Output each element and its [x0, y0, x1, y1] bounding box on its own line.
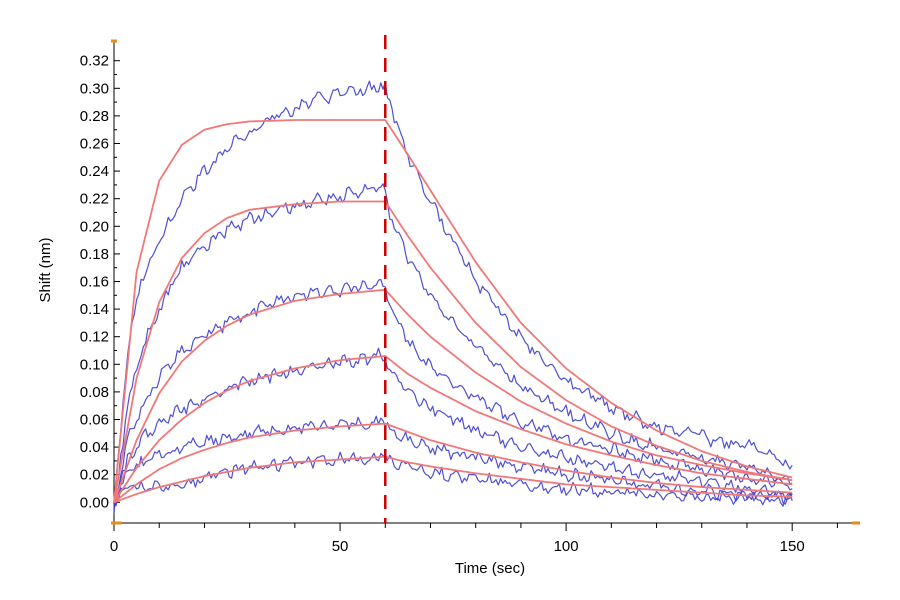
y-tick-label: 0.28	[80, 108, 109, 125]
x-tick-label: 100	[554, 538, 579, 555]
y-tick-label: 0.24	[80, 163, 109, 180]
x-tick-label: 50	[332, 538, 349, 555]
measured-trace	[113, 347, 793, 500]
y-tick-label: 0.06	[80, 412, 109, 429]
y-tick-label: 0.08	[80, 384, 109, 401]
y-tick-label: 0.04	[80, 439, 109, 456]
fit-curve	[113, 355, 793, 503]
x-tick-label: 150	[780, 538, 805, 555]
x-axis: 0 50 100 150	[110, 521, 860, 555]
measured-trace	[113, 80, 793, 515]
y-tick-label: 0.14	[80, 301, 109, 318]
y-tick-label: 0.22	[80, 191, 109, 208]
measured-trace	[113, 183, 793, 508]
y-tick-label: 0.10	[80, 356, 109, 373]
x-axis-title: Time (sec)	[455, 560, 525, 577]
fit-curve	[113, 288, 793, 503]
y-tick-label: 0.12	[80, 329, 109, 346]
fit-curve	[113, 455, 793, 504]
measured-trace	[113, 451, 793, 509]
series-layer	[113, 80, 793, 515]
y-axis-title: Shift (nm)	[37, 237, 54, 302]
y-axis: 0.00 0.02 0.04 0.06 0.08 0.10 0.12 0.14 0.16 0.18…	[80, 39, 120, 523]
y-tick-label: 0.20	[80, 218, 109, 235]
x-tick-label: 0	[110, 538, 118, 555]
y-tick-label: 0.02	[80, 467, 109, 484]
y-tick-label: 0.18	[80, 246, 109, 263]
y-tick-label: 0.26	[80, 136, 109, 153]
y-tick-label: 0.32	[80, 53, 109, 70]
fit-curve	[113, 200, 793, 503]
fit-curve	[113, 422, 793, 504]
y-tick-label: 0.00	[80, 494, 109, 511]
y-tick-label: 0.16	[80, 274, 109, 291]
y-tick-label: 0.30	[80, 80, 109, 97]
fit-curve	[113, 119, 793, 503]
